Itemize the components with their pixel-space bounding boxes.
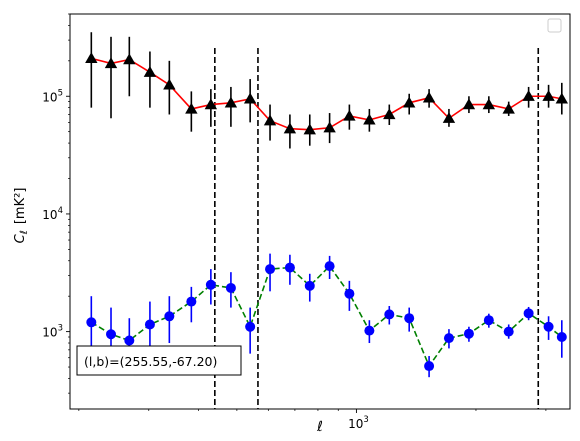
x-tick-label-exponent: 3 [363, 415, 368, 425]
data-point [443, 333, 454, 344]
data-point [364, 325, 375, 336]
data-point [205, 279, 216, 290]
data-point [482, 98, 496, 110]
y-tick-label-exponent: 4 [58, 206, 63, 216]
y-axis-label-symbol: C [13, 233, 28, 243]
data-point [143, 66, 157, 77]
data-point [363, 113, 376, 125]
data-point [104, 57, 118, 69]
x-tick-label: 103 [348, 415, 369, 431]
data-point [283, 122, 297, 134]
data-point [324, 261, 335, 272]
series-layer [85, 32, 569, 378]
data-point [523, 308, 534, 319]
data-point [144, 319, 155, 330]
data-point [404, 313, 415, 324]
y-tick-label-exponent: 5 [58, 88, 63, 98]
data-point [383, 108, 396, 120]
y-tick-label-exponent: 3 [58, 324, 63, 334]
x-axis-label: ℓ [316, 419, 323, 435]
data-point [463, 328, 474, 339]
data-point [304, 280, 315, 291]
data-point [224, 96, 238, 108]
y-tick-label: 105 [42, 88, 63, 104]
data-point [263, 114, 277, 126]
y-tick-label: 103 [42, 324, 63, 340]
y-tick-label: 104 [42, 206, 63, 222]
y-axis-label: Cℓ [mK²] [13, 188, 30, 244]
data-point [442, 112, 456, 123]
data-point [163, 78, 176, 90]
x-tick-label-base: 10 [348, 417, 363, 431]
series-1 [86, 253, 567, 378]
axes-frame [69, 13, 571, 410]
y-tick-label-base: 10 [42, 90, 57, 104]
data-point [303, 123, 316, 135]
y-tick-label-base: 10 [42, 208, 57, 222]
data-point [85, 52, 98, 63]
data-point [124, 335, 135, 346]
annotation-text: (l,b)=(255.55,-67.20) [84, 354, 217, 369]
data-point [543, 321, 554, 332]
y-axis-label-subscript: ℓ [19, 230, 30, 234]
data-point [462, 98, 476, 110]
data-point [402, 96, 416, 108]
data-point [164, 311, 175, 322]
series-0 [85, 32, 569, 149]
data-point [86, 317, 97, 328]
data-point [542, 90, 555, 101]
data-point [186, 296, 197, 307]
data-point [422, 91, 436, 103]
data-point [185, 102, 198, 114]
data-point [106, 329, 117, 340]
data-point [323, 121, 336, 133]
data-point [483, 315, 494, 326]
data-point [555, 92, 569, 104]
data-point [344, 288, 355, 299]
series-line [91, 57, 562, 131]
data-point [522, 90, 535, 101]
y-axis-label-unit: [mK²] [13, 188, 28, 225]
data-point [556, 332, 567, 343]
data-point [343, 109, 356, 121]
annotation-box: (l,b)=(255.55,-67.20) [76, 345, 242, 376]
data-point [245, 321, 256, 332]
data-point [284, 262, 295, 273]
data-point [424, 361, 435, 372]
data-point [204, 98, 218, 110]
data-point [384, 309, 395, 320]
data-point [243, 92, 257, 104]
data-point [225, 282, 236, 293]
legend [547, 18, 562, 33]
data-point [123, 53, 136, 65]
y-tick-label-base: 10 [42, 326, 57, 340]
data-point [503, 326, 514, 337]
data-point [265, 264, 276, 275]
data-point [502, 102, 515, 114]
